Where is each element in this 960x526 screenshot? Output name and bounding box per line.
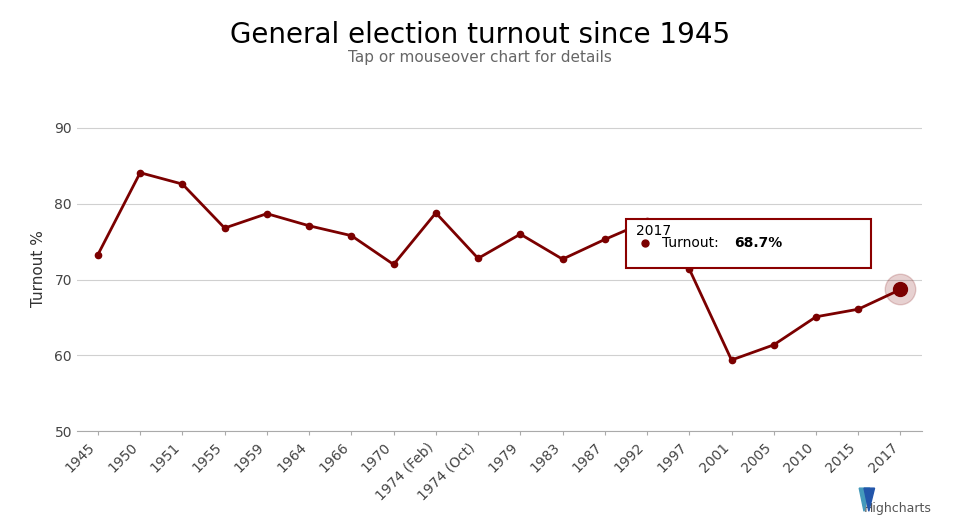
Text: General election turnout since 1945: General election turnout since 1945: [230, 21, 730, 49]
Text: 68.7%: 68.7%: [733, 236, 781, 250]
Y-axis label: Turnout %: Turnout %: [31, 230, 46, 307]
Text: Turnout:: Turnout:: [661, 236, 723, 250]
Text: 2017: 2017: [636, 224, 672, 238]
Text: Highcharts: Highcharts: [863, 502, 931, 515]
Text: Tap or mouseover chart for details: Tap or mouseover chart for details: [348, 50, 612, 65]
FancyBboxPatch shape: [626, 219, 871, 268]
